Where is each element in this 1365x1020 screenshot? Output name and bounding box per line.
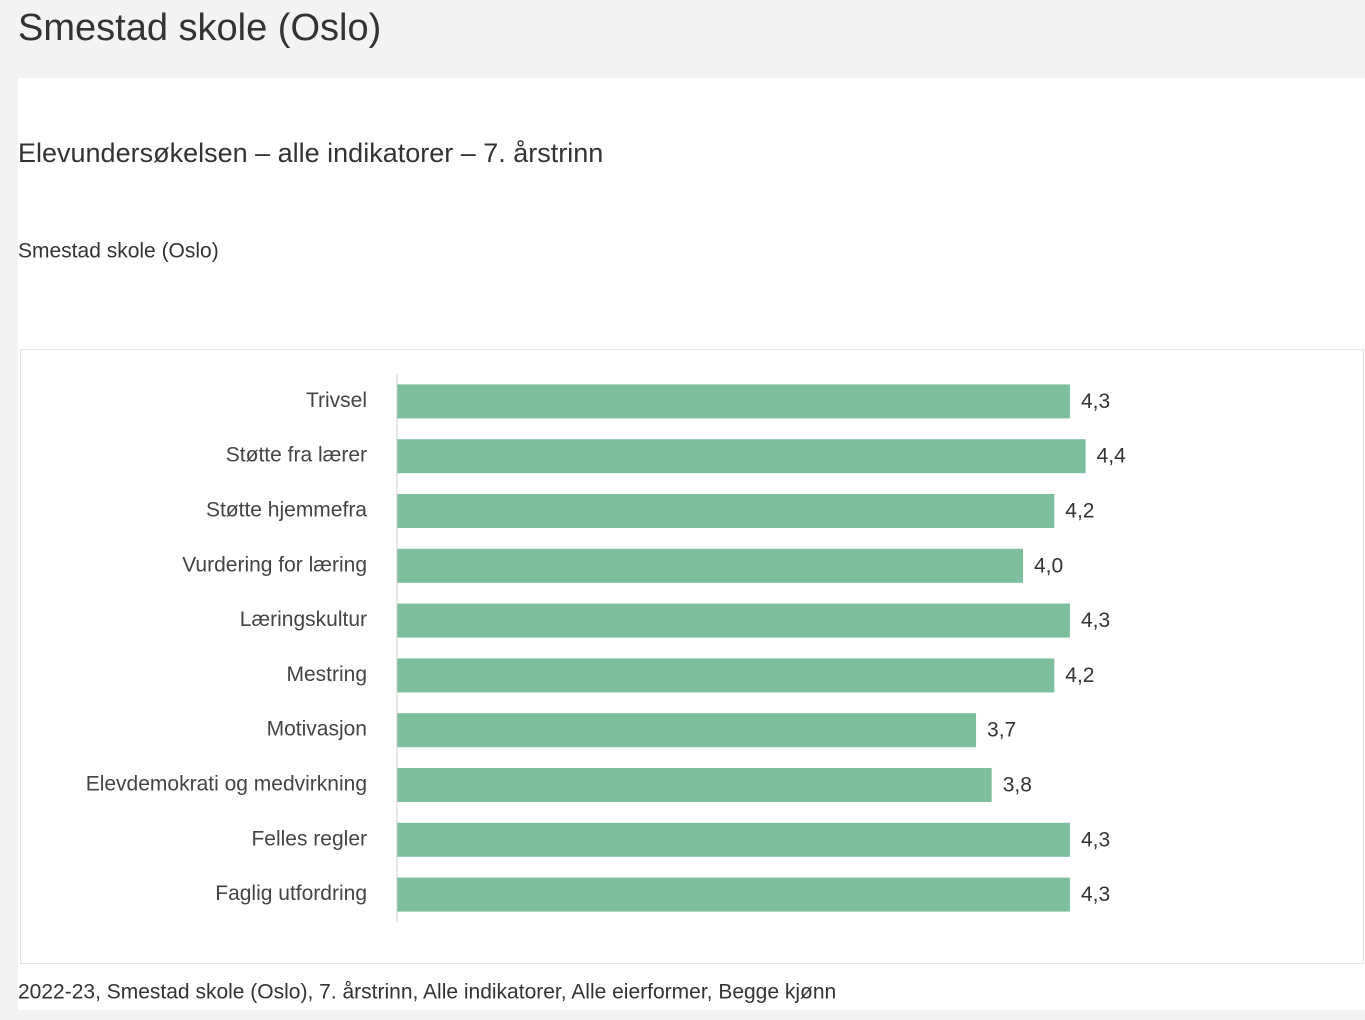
chart-title: Elevundersøkelsen – alle indikatorer – 7…	[18, 138, 603, 168]
caption: 2022-23, Smestad skole (Oslo), 7. årstri…	[18, 981, 836, 1004]
category-label: Motivasjon	[267, 718, 367, 741]
category-label: Trivsel	[306, 389, 367, 412]
bar	[397, 822, 1070, 857]
value-label: 3,7	[987, 719, 1016, 742]
bar	[397, 384, 1070, 419]
value-label: 4,4	[1097, 445, 1127, 468]
category-label: Felles regler	[251, 827, 367, 850]
page-title: Smestad skole (Oslo)	[18, 7, 381, 49]
category-label: Støtte hjemmefra	[206, 499, 367, 522]
bar	[397, 494, 1055, 528]
bar	[397, 439, 1086, 474]
value-label: 4,3	[1081, 609, 1110, 632]
value-label: 4,3	[1081, 828, 1110, 851]
category-label: Læringskultur	[240, 608, 367, 631]
value-label: 4,2	[1065, 664, 1094, 687]
value-label: 4,3	[1081, 390, 1110, 413]
category-label: Støtte fra lærer	[226, 444, 367, 467]
value-label: 4,3	[1081, 883, 1110, 906]
bar	[397, 548, 1023, 583]
bar	[397, 768, 992, 802]
value-label: 3,8	[1003, 774, 1032, 797]
bar	[397, 658, 1055, 693]
bar	[397, 603, 1070, 638]
value-label: 4,0	[1034, 554, 1063, 577]
category-label: Mestring	[286, 663, 367, 686]
category-label: Vurdering for læring	[182, 553, 367, 576]
bar	[397, 877, 1070, 912]
category-label: Elevdemokrati og medvirkning	[86, 773, 367, 796]
category-label: Faglig utfordring	[215, 882, 367, 905]
bar	[397, 713, 977, 748]
chart-subtitle: Smestad skole (Oslo)	[18, 240, 219, 263]
value-label: 4,2	[1065, 500, 1094, 523]
